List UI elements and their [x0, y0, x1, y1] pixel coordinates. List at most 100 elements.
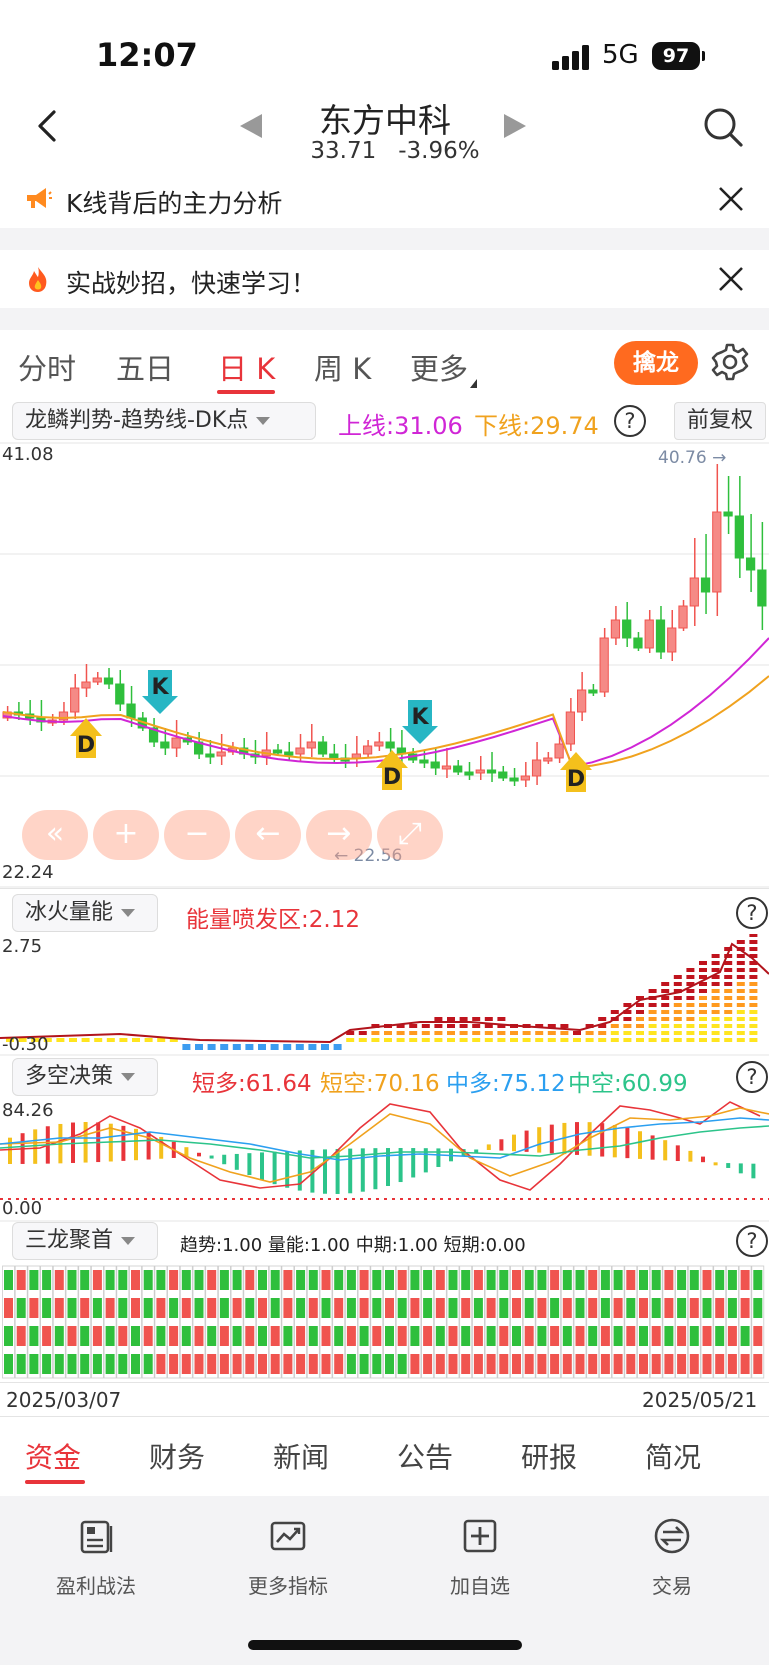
candle-body: [171, 737, 181, 749]
three-dragon-cell-frame: [14, 1265, 28, 1379]
back-icon[interactable]: [30, 108, 66, 144]
energy-bar-cell: [283, 1044, 292, 1050]
indicator-select[interactable]: 龙鳞判势-趋势线-DK点: [12, 402, 316, 440]
three-dragon-cell-frame: [611, 1265, 625, 1379]
fullscreen-button[interactable]: ⤢: [377, 810, 443, 860]
scroll-left-button[interactable]: ←: [235, 810, 301, 860]
tab-finance[interactable]: 财务: [149, 1441, 206, 1474]
energy-bar-cell: [711, 989, 720, 993]
three-dragon-cell: [499, 1298, 509, 1318]
banner-learn[interactable]: [0, 250, 769, 308]
help-icon[interactable]: ?: [736, 1061, 768, 1093]
three-dragon-cell: [296, 1298, 306, 1318]
three-dragon-cell: [639, 1298, 648, 1318]
energy-bar-cell: [472, 1024, 481, 1028]
candle-body: [148, 727, 159, 743]
tab-weekly-k[interactable]: 周 K: [314, 352, 372, 386]
help-icon[interactable]: ?: [736, 1225, 768, 1257]
next-stock-icon[interactable]: [504, 114, 526, 138]
three-dragon-cell-frame: [52, 1265, 66, 1379]
energy-bar-cell: [749, 996, 758, 1000]
three-dragon-cell: [4, 1298, 13, 1318]
mid-long-value: 中多:75.12: [446, 1071, 566, 1097]
three-dragon-cell: [385, 1354, 394, 1374]
energy-bar-cell: [573, 1038, 581, 1042]
scroll-right-button[interactable]: →: [306, 810, 372, 860]
chart-icon: [270, 1521, 306, 1551]
energy-indicator-select[interactable]: 冰火量能: [12, 894, 158, 932]
three-dragon-cell-frame: [91, 1265, 104, 1379]
three-dragon-cell: [143, 1270, 153, 1290]
energy-bar-cell: [673, 996, 682, 1000]
three-dragon-cell: [753, 1326, 763, 1346]
candle-body: [362, 745, 373, 755]
energy-bar-cell: [699, 996, 707, 1000]
three-dragon-cell-frame: [421, 1265, 435, 1379]
three-dragon-cell: [575, 1298, 585, 1318]
gear-icon[interactable]: [710, 342, 750, 382]
longshort-bar: [247, 1153, 252, 1176]
longshort-bar: [524, 1130, 529, 1152]
profit-strategy-button[interactable]: 盈利战法: [26, 1516, 166, 1599]
tab-research[interactable]: 研报: [521, 1441, 578, 1474]
add-watchlist-button[interactable]: 加自选: [410, 1516, 550, 1599]
more-indicators-button[interactable]: 更多指标: [218, 1516, 358, 1599]
energy-bar-cell: [270, 1044, 279, 1050]
tab-daily-k[interactable]: 日 K: [218, 352, 276, 386]
search-icon[interactable]: [702, 106, 744, 148]
energy-bar-cell: [636, 1017, 644, 1021]
trade-button[interactable]: 交易: [602, 1516, 742, 1599]
close-icon[interactable]: [716, 184, 746, 214]
close-icon[interactable]: [716, 264, 746, 294]
stock-change: -3.96%: [398, 138, 480, 164]
candle-body: [712, 511, 722, 593]
energy-bar-cell: [434, 1017, 443, 1021]
longshort-indicator-select[interactable]: 多空决策: [12, 1058, 158, 1096]
longshort-bar: [159, 1136, 164, 1159]
energy-bar-cell: [686, 1010, 695, 1014]
three-dragon-cell-frame: [154, 1265, 168, 1379]
candle-body: [374, 741, 384, 747]
longshort-bar: [625, 1127, 630, 1159]
tab-more[interactable]: 更多: [410, 346, 478, 388]
energy-bar-cell: [724, 1031, 733, 1035]
longshort-bar: [650, 1135, 655, 1160]
zoom-in-button[interactable]: +: [93, 810, 159, 860]
longshort-bar: [549, 1124, 554, 1154]
prev-stock-icon[interactable]: [240, 114, 262, 138]
zoom-out-button[interactable]: −: [164, 810, 230, 860]
three-dragon-cell: [740, 1326, 750, 1346]
three-dragon-cell: [740, 1298, 750, 1318]
three-dragon-cell: [105, 1326, 115, 1346]
energy-bar-cell: [245, 1044, 254, 1050]
banner-kline[interactable]: [0, 170, 769, 228]
help-icon[interactable]: ?: [614, 405, 646, 437]
three-dragon-cell: [473, 1354, 483, 1374]
active-tab-underline: [25, 1480, 85, 1484]
three-dragon-cell-frame: [446, 1265, 460, 1379]
kline-chart[interactable]: D K D K D: [0, 442, 769, 888]
scroll-start-button[interactable]: «: [22, 810, 88, 860]
three-dragon-cell: [677, 1298, 687, 1318]
three-dragon-indicator-select[interactable]: 三龙聚首: [12, 1222, 158, 1260]
three-dragon-cell: [537, 1298, 547, 1318]
three-dragon-cell: [753, 1298, 763, 1318]
tab-funds[interactable]: 资金: [25, 1441, 82, 1474]
tab-five-day[interactable]: 五日: [116, 352, 175, 386]
three-dragon-cell: [588, 1270, 598, 1290]
tab-profile[interactable]: 简况: [645, 1441, 702, 1474]
three-dragon-cell: [385, 1298, 394, 1318]
energy-bar-cell: [724, 1038, 733, 1042]
megaphone-icon: [27, 188, 52, 208]
help-icon[interactable]: ?: [736, 897, 768, 929]
tab-news[interactable]: 新闻: [273, 1441, 330, 1474]
qinlong-button[interactable]: 擒龙: [614, 341, 698, 385]
price-min-label: 22.24: [2, 862, 54, 883]
tab-announcements[interactable]: 公告: [397, 1441, 454, 1474]
tab-intraday[interactable]: 分时: [18, 352, 77, 386]
three-dragon-cell: [359, 1298, 369, 1318]
three-dragon-cell: [651, 1326, 661, 1346]
energy-bar-cell: [623, 1024, 632, 1028]
price-adjust-button[interactable]: 前复权: [674, 402, 766, 440]
energy-bar-cell: [585, 1038, 594, 1042]
